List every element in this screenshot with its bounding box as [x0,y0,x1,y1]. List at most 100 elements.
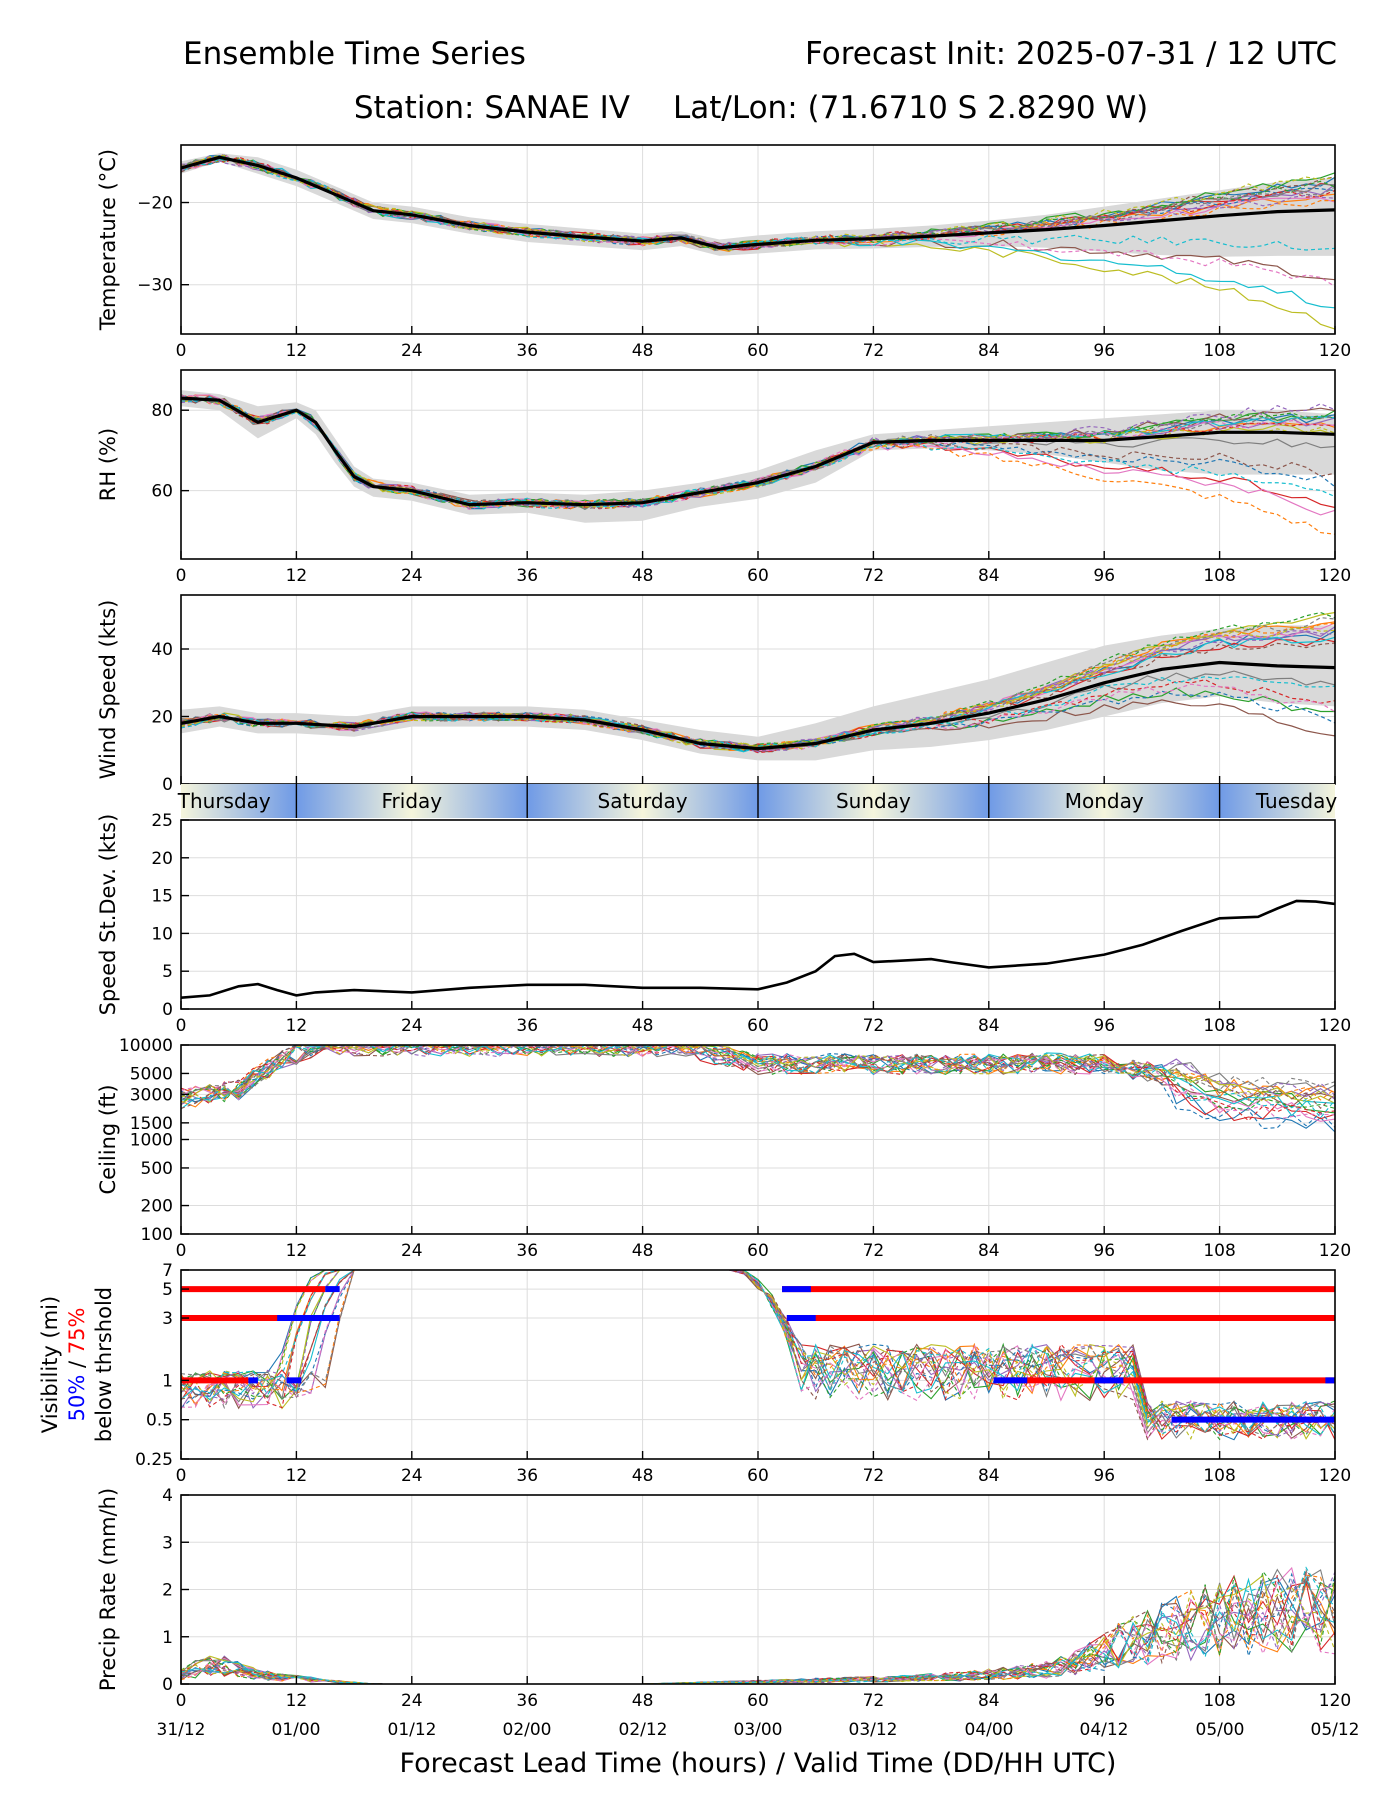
valid-time-label: 03/12 [849,1720,898,1740]
valid-time-label: 02/00 [503,1720,552,1740]
x-tick-label: 48 [632,341,654,361]
panel-7: 0 12 24 36 48 60 72 84 96 108 120 4 3 2 1 0 Precip Rate … [96,1486,1351,1711]
y-tick-label: 40 [151,640,173,660]
ensemble-mean-line [180,660,1336,751]
ensemble-member-line [180,690,1336,752]
x-tick-label: 84 [978,1016,1000,1036]
y-tick-label: 20 [151,708,173,728]
station-latlon: Lat/Lon: (71.6710 S 2.8290 W) [673,90,1148,126]
y-tick-label: 5000 [130,1064,173,1084]
x-axis: 0 12 24 36 48 60 72 84 96 108 120 [176,1676,1351,1711]
x-axis: 0 12 24 36 48 60 72 84 96 108 120 [176,1226,1351,1261]
y-tick-label: 200 [141,1197,173,1217]
x-tick-label: 108 [1203,341,1235,361]
y-axis-label: Visibility (mi) [38,1296,62,1433]
ensemble-member-line [180,156,1336,251]
day-label: Saturday [598,789,688,813]
y-tick-label: 10 [151,924,173,944]
x-axis: 0 12 24 36 48 60 72 84 96 108 120 [176,551,1351,586]
x-tick-label: 48 [632,1691,654,1711]
y-axis-label: Wind Speed (kts) [96,600,120,780]
y-tick-label: 10000 [119,1036,173,1056]
x-tick-label: 36 [516,1466,538,1486]
y-tick-label: 0 [162,1000,173,1020]
x-tick-label: 0 [176,1691,187,1711]
y-tick-label: −30 [137,276,173,296]
x-tick-label: 60 [747,341,769,361]
day-band [296,784,528,818]
x-tick-label: 48 [632,566,654,586]
valid-time-label: 02/12 [619,1720,668,1740]
y-axis: 4 3 2 1 0 [162,1486,189,1695]
x-tick-label: 36 [516,341,538,361]
day-band [988,784,1220,818]
x-tick-label: 108 [1203,1241,1235,1261]
x-tick-label: 108 [1203,566,1235,586]
x-tick-label: 120 [1319,1241,1351,1261]
x-tick-label: 72 [863,566,885,586]
valid-time-label: 03/00 [734,1720,783,1740]
valid-time-label: 05/00 [1196,1720,1245,1740]
forecast-init: Forecast Init: 2025-07-31 / 12 UTC [805,36,1337,72]
y-tick-label: 1000 [130,1131,173,1151]
x-tick-label: 12 [286,341,308,361]
ensemble-member-line [180,1269,1336,1441]
x-tick-label: 96 [1093,341,1115,361]
ensemble-member-line [180,1572,1336,1685]
y-tick-label: 0 [162,1675,173,1695]
ensemble-member-line [180,1044,1336,1103]
x-tick-label: 24 [401,1241,423,1261]
panel-4: 0 12 24 36 48 60 72 84 96 108 120 0 5 10 15 20 25 Speed S… [96,811,1351,1036]
x-tick-label: 24 [401,566,423,586]
y-tick-label: 1 [162,1628,173,1648]
x-tick-label: 72 [863,1466,885,1486]
ensemble-member-line [180,396,1336,510]
ensemble-member-line [180,679,1336,754]
valid-time-label: 01/12 [388,1720,437,1740]
day-label: Tuesday [1255,789,1338,813]
ensemble-member-line [180,1603,1336,1685]
x-tick-label: 24 [401,1466,423,1486]
day-strip: Thursday Friday Saturday Sunday Monday Tuesda… [177,784,1338,818]
x-axis [180,776,1336,784]
x-tick-label: 0 [176,1016,187,1036]
x-tick-label: 96 [1093,1241,1115,1261]
grid-lines [180,1269,1336,1460]
ensemble-member-line [180,1044,1336,1111]
day-band [181,784,297,818]
day-label: Monday [1065,789,1144,813]
y-tick-label: 3 [162,1309,173,1329]
y-axis: 75 3 1 0.5 0.25 [135,1261,189,1470]
ensemble-mean-line [180,396,1336,507]
x-tick-label: 0 [176,1241,187,1261]
x-tick-label: 36 [516,1241,538,1261]
x-tick-label: 120 [1319,341,1351,361]
x-tick-label: 48 [632,1016,654,1036]
day-band [527,784,758,818]
y-tick-label: −20 [137,194,173,214]
x-tick-label: 12 [286,566,308,586]
ensemble-member-line [180,1269,1336,1436]
ensemble-member-line [180,1044,1336,1110]
y-axis-sublabel: below thrshold [92,1287,116,1442]
figure-title: Ensemble Time Series [183,36,526,72]
day-label: Thursday [177,789,271,813]
y-axis: 80 60 [151,401,189,502]
y-tick-label: 25 [151,811,173,831]
grid-lines [180,1044,1336,1235]
x-tick-label: 36 [516,1691,538,1711]
x-axis-label: Forecast Lead Time (hours) / Valid Time … [400,1748,1117,1779]
y-tick-label: 0.5 [146,1411,173,1431]
x-tick-label: 96 [1093,1466,1115,1486]
plot-area [180,611,1336,761]
ensemble-member-line [180,1570,1336,1685]
ensemble-member-line [180,398,1336,509]
y-tick-label: 500 [141,1159,173,1179]
x-tick-label: 60 [747,1241,769,1261]
ensemble-member-line [180,626,1336,750]
y-tick-label: 2 [162,1581,173,1601]
x-tick-label: 84 [978,1241,1000,1261]
y-axis-label: Precip Rate (mm/h) [96,1488,120,1691]
